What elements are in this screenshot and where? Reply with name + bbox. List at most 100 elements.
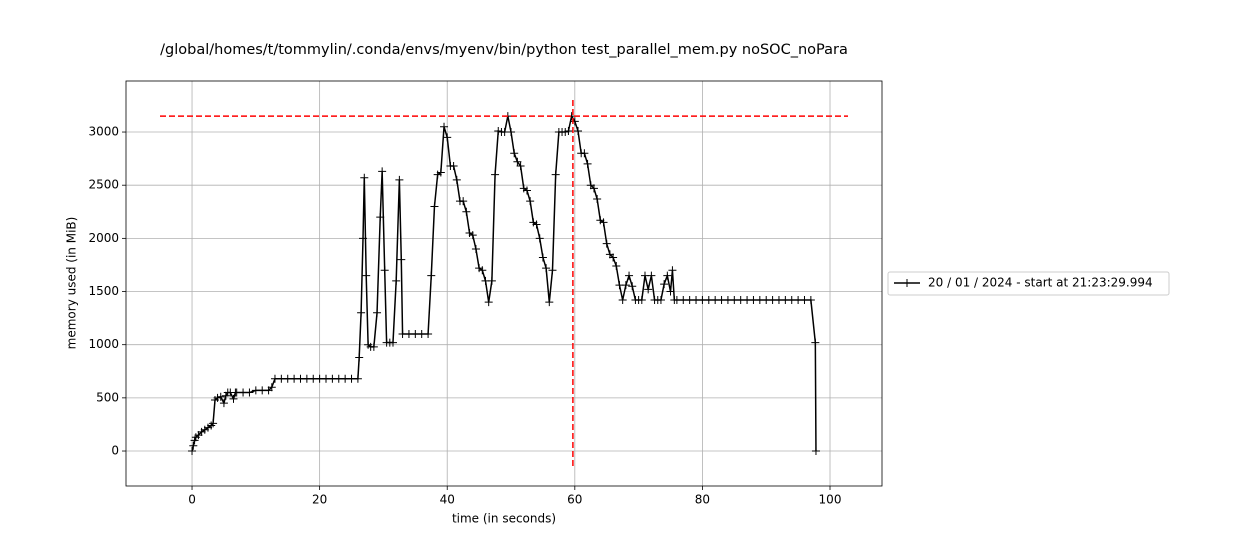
point-marker [487, 276, 496, 285]
x-tick-label: 100 [819, 493, 842, 507]
point-marker [388, 338, 397, 347]
legend-label: 20 / 01 / 2024 - start at 21:23:29.994 [928, 276, 1153, 290]
point-marker [353, 374, 362, 383]
point-marker [465, 229, 474, 238]
point-marker [369, 342, 378, 351]
point-marker [430, 202, 439, 211]
point-marker [602, 239, 611, 248]
y-tick-label: 1000 [88, 337, 119, 351]
point-marker [221, 391, 230, 400]
point-marker [360, 173, 369, 182]
point-marker [433, 170, 442, 179]
point-marker [548, 266, 557, 275]
y-axis-label: memory used (in MiB) [65, 217, 79, 350]
point-marker [647, 271, 656, 280]
point-marker [436, 168, 445, 177]
point-marker [245, 388, 254, 397]
grid [126, 81, 882, 486]
point-marker [586, 181, 595, 190]
point-marker [618, 296, 627, 305]
x-tick-label: 80 [695, 493, 710, 507]
point-marker [510, 149, 519, 158]
point-marker [580, 149, 589, 158]
point-marker [574, 126, 583, 135]
point-marker [519, 184, 528, 193]
point-marker [526, 197, 535, 206]
point-marker [462, 207, 471, 216]
point-marker [440, 122, 449, 131]
point-marker [545, 298, 554, 307]
point-marker [516, 162, 525, 171]
point-marker [628, 282, 637, 291]
point-marker [376, 213, 385, 222]
point-marker [494, 126, 503, 135]
legend-marker [903, 279, 911, 287]
point-marker [190, 436, 199, 445]
point-marker [380, 266, 389, 275]
x-tick-label: 60 [567, 493, 582, 507]
point-marker [468, 231, 477, 240]
point-marker [267, 383, 276, 392]
point-marker [570, 117, 579, 126]
point-marker [475, 264, 484, 273]
point-marker [663, 271, 672, 280]
point-marker [397, 255, 406, 264]
point-marker [564, 126, 573, 135]
point-marker [593, 195, 602, 204]
point-marker [197, 427, 206, 436]
point-marker [599, 218, 608, 227]
point-marker [188, 447, 197, 456]
x-axis-label: time (in seconds) [452, 512, 556, 526]
point-marker [811, 447, 820, 456]
point-marker [806, 296, 815, 305]
point-marker [561, 128, 570, 137]
point-marker [538, 253, 547, 262]
point-marker [355, 353, 364, 362]
legend-box [887, 271, 1170, 296]
point-marker [484, 298, 493, 307]
point-marker [449, 162, 458, 171]
x-tick-label: 20 [312, 493, 327, 507]
point-marker [424, 330, 433, 339]
point-marker [660, 280, 669, 289]
point-marker [583, 159, 592, 168]
point-marker [362, 271, 371, 280]
point-marker [612, 262, 621, 271]
point-marker [596, 216, 605, 225]
point-marker [656, 296, 665, 305]
point-marker [522, 186, 531, 195]
y-tick-label: 2000 [88, 231, 119, 245]
chart-title: /global/homes/t/tommylin/.conda/envs/mye… [160, 42, 848, 58]
point-marker [207, 421, 216, 430]
point-marker [507, 128, 516, 137]
point-marker [373, 308, 382, 317]
point-marker [357, 308, 366, 317]
point-marker [203, 423, 212, 432]
point-marker [427, 271, 436, 280]
point-marker [491, 170, 500, 179]
point-marker [605, 250, 614, 259]
point-marker [529, 218, 538, 227]
point-marker [513, 157, 522, 166]
point-marker [811, 338, 820, 347]
y-tick-label: 2500 [88, 178, 119, 192]
point-marker [378, 167, 387, 176]
point-marker [532, 220, 541, 229]
point-marker [589, 184, 598, 193]
point-marker [637, 296, 646, 305]
x-tick-label: 40 [440, 493, 455, 507]
y-tick-label: 1500 [88, 284, 119, 298]
point-marker [194, 431, 203, 440]
point-marker [625, 271, 634, 280]
point-marker [551, 170, 560, 179]
point-marker [209, 419, 218, 428]
point-marker [478, 266, 487, 275]
legend: 20 / 01 / 2024 - start at 21:23:29.994 [887, 271, 1170, 296]
y-tick-label: 3000 [88, 125, 119, 139]
point-marker [452, 175, 461, 184]
point-marker [229, 394, 238, 403]
point-marker [542, 264, 551, 273]
point-marker [264, 386, 273, 395]
